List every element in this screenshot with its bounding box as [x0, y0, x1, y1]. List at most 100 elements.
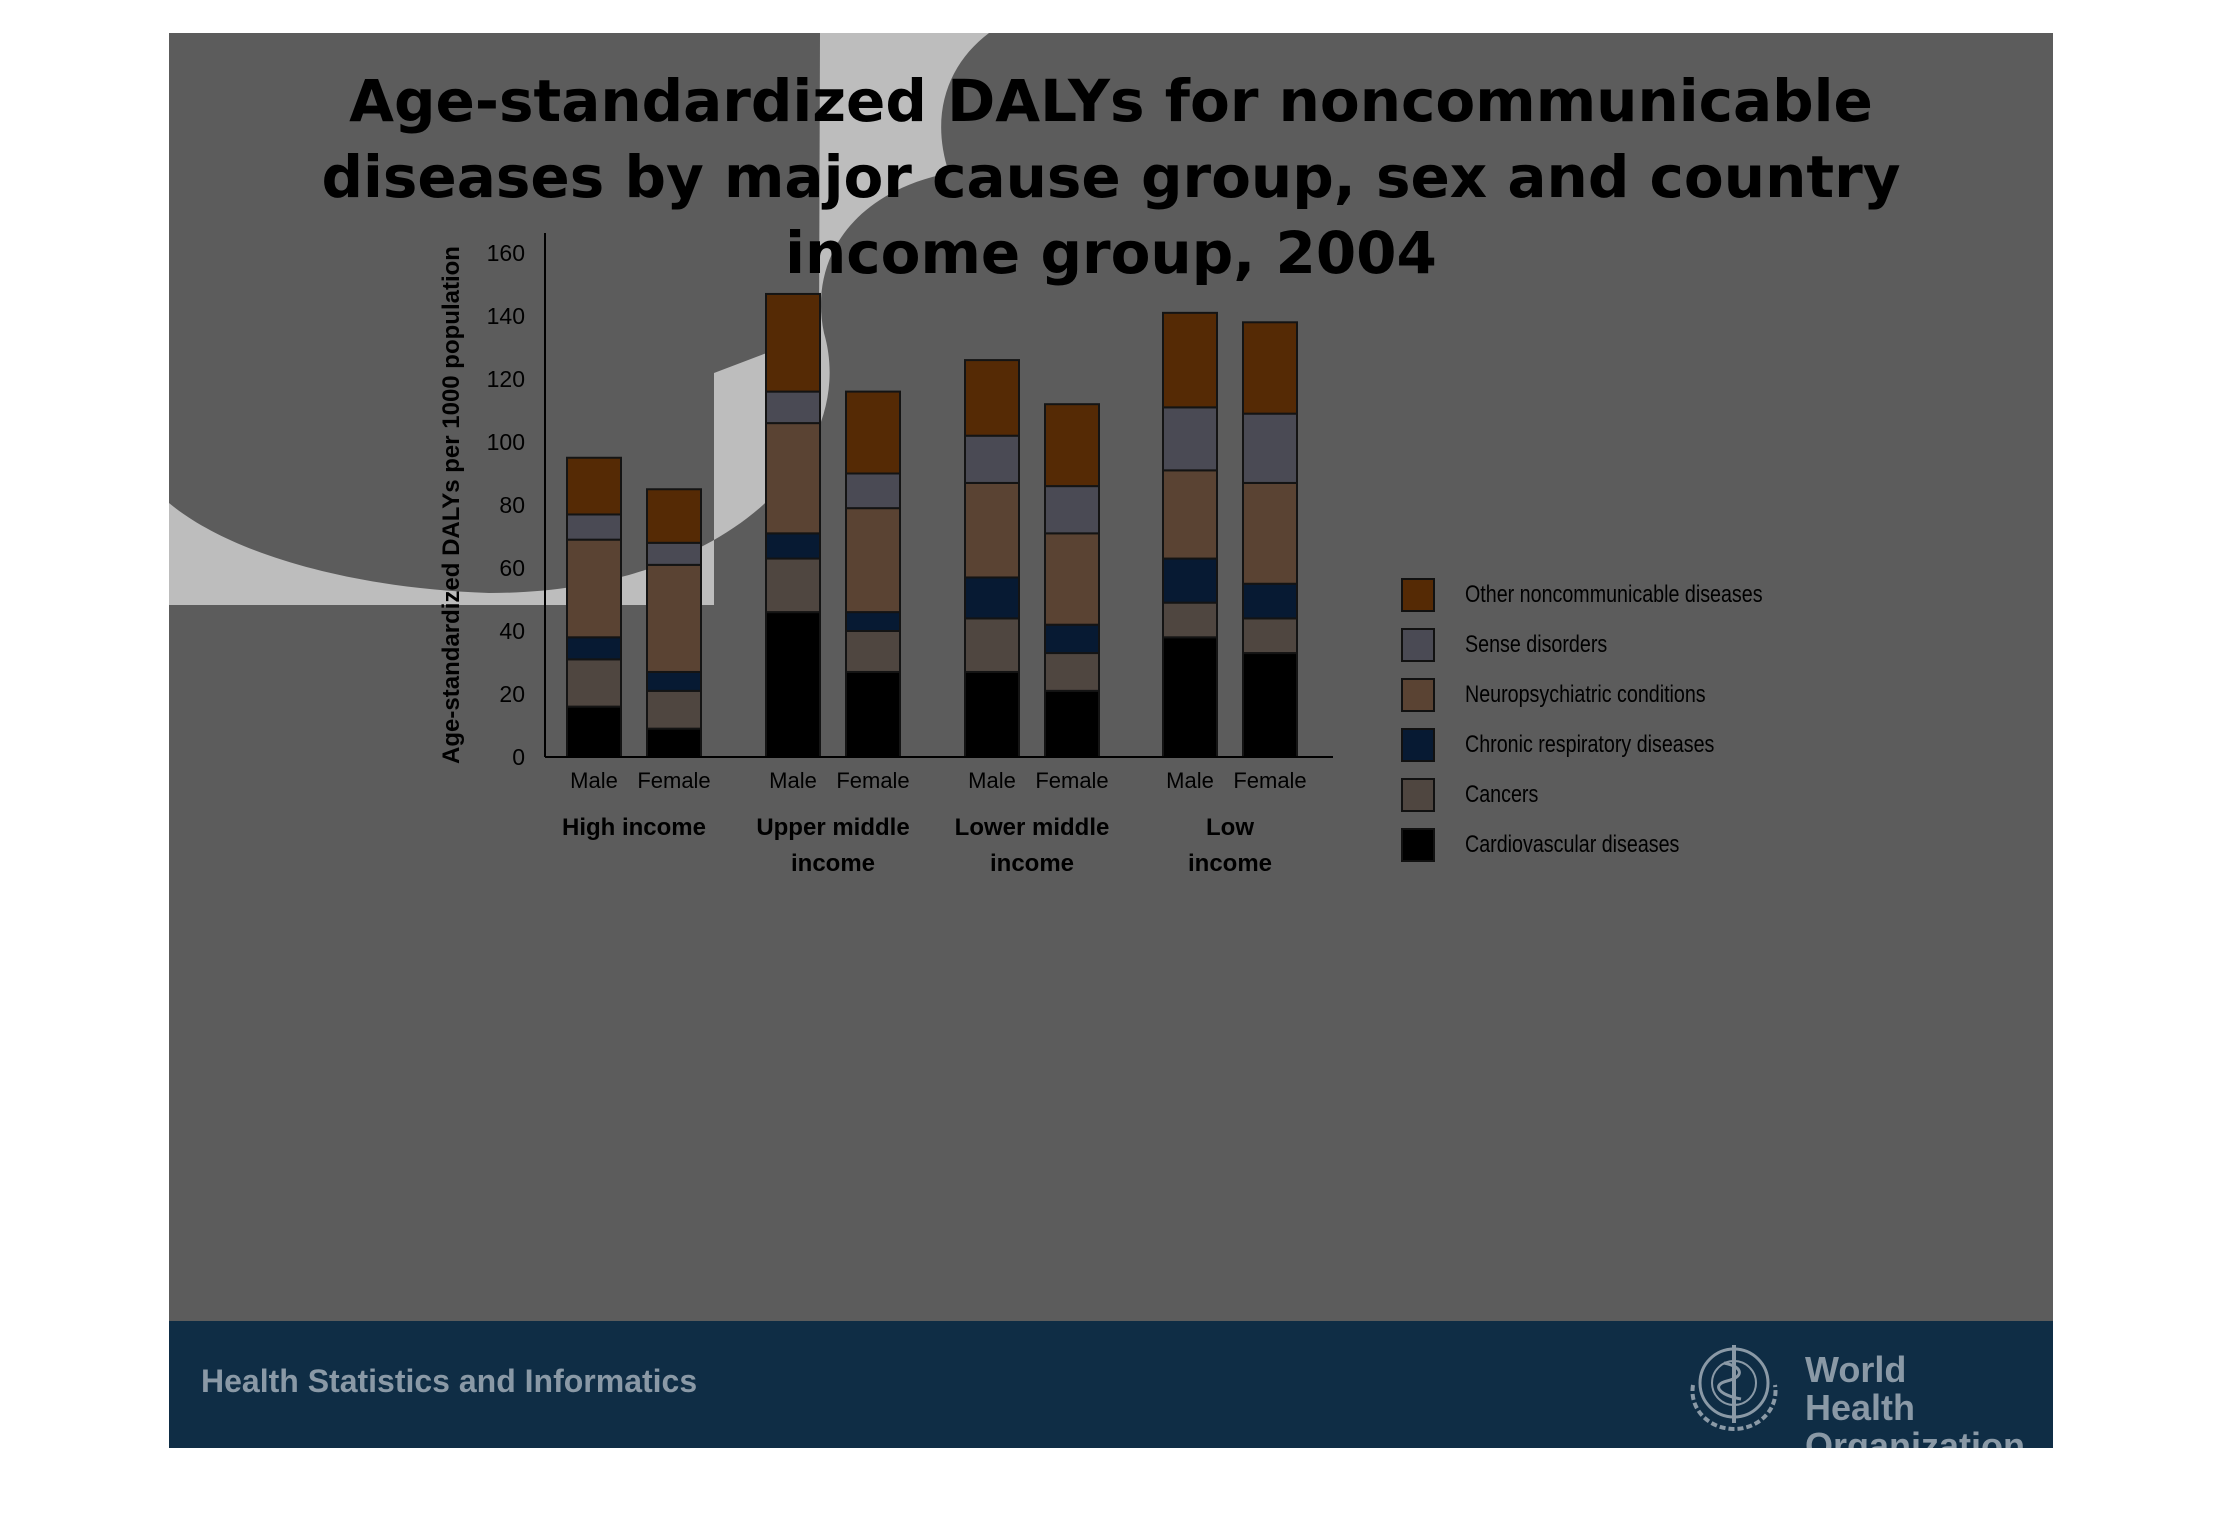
- organization-logo: World Health Organization: [1679, 1335, 2025, 1448]
- bar-segment: [765, 422, 821, 535]
- legend-item: Chronic respiratory diseases: [1401, 720, 1828, 770]
- legend-item: Cancers: [1401, 770, 1828, 820]
- x-category-label: Male: [968, 768, 1016, 793]
- bar-stack: [566, 456, 622, 758]
- y-tick-label: 60: [499, 555, 525, 581]
- bar-segment: [566, 636, 622, 661]
- x-group-label: Low income: [1188, 814, 1272, 877]
- legend-label: Chronic respiratory diseases: [1465, 731, 1715, 758]
- un-emblem-icon: [1690, 1345, 1778, 1432]
- bar-segment: [1162, 636, 1218, 758]
- bar-segment: [964, 359, 1020, 437]
- bar-segment: [646, 541, 702, 566]
- chart-axes: [544, 233, 1333, 758]
- bar-segment: [1242, 481, 1298, 585]
- bar-segment: [646, 563, 702, 673]
- bar-segment: [1242, 652, 1298, 758]
- bar-segment: [845, 611, 901, 632]
- bar-segment: [1044, 623, 1100, 655]
- y-tick-label: 140: [487, 303, 525, 329]
- bar-segment: [845, 507, 901, 614]
- bar-segment: [1162, 311, 1218, 409]
- legend-label: Sense disorders: [1465, 631, 1608, 658]
- bar-segment: [1242, 412, 1298, 484]
- y-axis-title: Age-standardized DALYs per 1000 populati…: [438, 246, 465, 764]
- bar-segment: [646, 488, 702, 544]
- y-tick-label: 80: [499, 492, 525, 518]
- x-category-label: Female: [1035, 768, 1108, 793]
- bar-segment: [646, 689, 702, 730]
- legend-item: Other noncommunicable diseases: [1401, 570, 1828, 620]
- bar-segment: [1044, 689, 1100, 758]
- chart-legend: Other noncommunicable diseases Sense diso…: [1401, 570, 1828, 870]
- bar-segment: [845, 630, 901, 673]
- bar-segment: [765, 292, 821, 393]
- bar-segment: [964, 481, 1020, 579]
- bar-segment: [1044, 485, 1100, 535]
- bar-segment: [1162, 469, 1218, 560]
- x-group-label: High income: [562, 814, 706, 841]
- legend-label: Cancers: [1465, 781, 1539, 808]
- legend-item: Cardiovascular diseases: [1401, 820, 1828, 870]
- bar-segment: [566, 658, 622, 708]
- bar-segment: [964, 576, 1020, 620]
- stacked-bar-chart: Age-standardized DALYs per 1000 populati…: [438, 233, 1333, 877]
- bar-segment: [845, 390, 901, 475]
- x-category-label: Female: [637, 768, 710, 793]
- bar-stack: [964, 359, 1020, 759]
- legend-swatch: [1401, 828, 1435, 862]
- bar-segment: [845, 472, 901, 510]
- x-category-label: Female: [1233, 768, 1306, 793]
- legend-item: Sense disorders: [1401, 620, 1828, 670]
- footer-text: Health Statistics and Informatics: [201, 1363, 698, 1399]
- bar-segment: [765, 611, 821, 758]
- bar-segment: [646, 670, 702, 692]
- y-tick-label: 160: [487, 240, 525, 266]
- legend-item: Neuropsychiatric conditions: [1401, 670, 1828, 720]
- bar-segment: [1044, 403, 1100, 488]
- y-axis-ticks: 0 20 40 60 80 100 120 140 160: [487, 240, 525, 770]
- y-tick-label: 40: [499, 618, 525, 644]
- x-category-label: Male: [570, 768, 618, 793]
- chart-bars: [566, 292, 1298, 759]
- x-group-label: Upper middle income: [756, 814, 909, 877]
- organization-name: World Health Organization: [1805, 1349, 2026, 1449]
- slide-title: Age-standardized DALYs for noncommunicab…: [321, 67, 1901, 287]
- bar-segment: [566, 513, 622, 541]
- x-category-label: Male: [1166, 768, 1214, 793]
- x-category-label: Female: [836, 768, 909, 793]
- legend-swatch: [1401, 678, 1435, 712]
- bar-segment: [964, 434, 1020, 484]
- bar-stack: [845, 390, 901, 759]
- x-axis-labels: Male Female High income Male Female Upper mid…: [562, 768, 1307, 877]
- slide: Age-standardized DALYs for noncommunicab…: [169, 33, 2053, 1448]
- bar-segment: [1242, 582, 1298, 620]
- x-category-label: Male: [769, 768, 817, 793]
- bar-segment: [1162, 557, 1218, 604]
- bar-segment: [566, 705, 622, 758]
- bar-segment: [1044, 532, 1100, 626]
- y-tick-label: 0: [512, 744, 525, 770]
- bar-segment: [1242, 321, 1298, 415]
- legend-label: Cardiovascular diseases: [1465, 831, 1680, 858]
- bar-segment: [964, 617, 1020, 673]
- y-tick-label: 20: [499, 681, 525, 707]
- bar-stack: [1044, 403, 1100, 758]
- footer-bar: Health Statistics and Informatics World …: [169, 1321, 2053, 1448]
- legend-swatch: [1401, 778, 1435, 812]
- legend-swatch: [1401, 578, 1435, 612]
- x-group-label: Lower middle income: [955, 814, 1110, 877]
- legend-label: Other noncommunicable diseases: [1465, 581, 1763, 608]
- bar-segment: [1044, 652, 1100, 692]
- bar-segment: [765, 390, 821, 425]
- bar-segment: [1162, 406, 1218, 472]
- bar-stack: [1242, 321, 1298, 758]
- bar-segment: [566, 538, 622, 639]
- bar-segment: [646, 727, 702, 759]
- bar-stack: [765, 292, 821, 758]
- bar-stack: [646, 488, 702, 759]
- legend-swatch: [1401, 628, 1435, 662]
- y-axis-title-text: Age-standardized DALYs per 1000 populati…: [438, 246, 465, 764]
- bar-segment: [1162, 601, 1218, 639]
- bar-segment: [566, 456, 622, 516]
